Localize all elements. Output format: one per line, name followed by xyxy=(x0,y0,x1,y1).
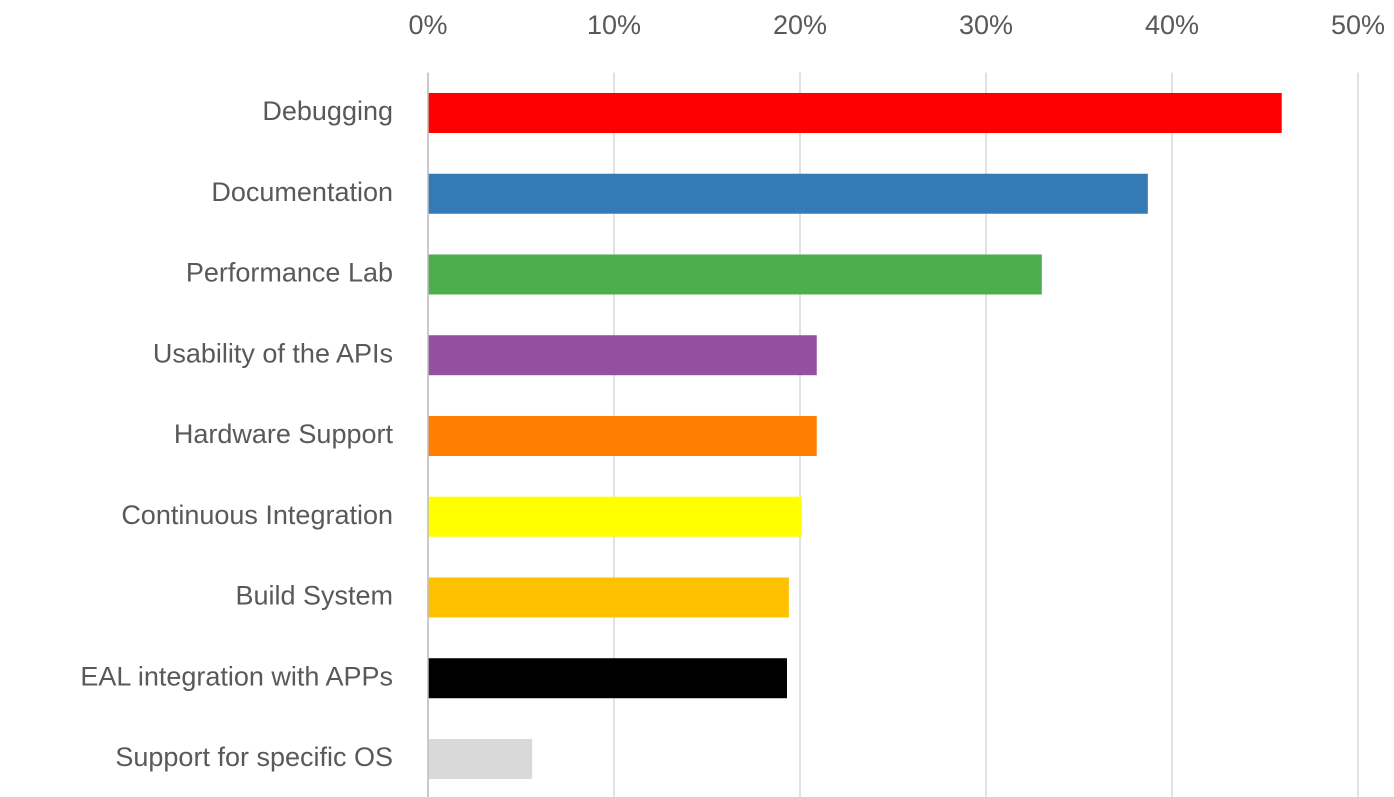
y-tick-label: Usability of the APIs xyxy=(153,338,393,368)
y-tick-label: Continuous Integration xyxy=(121,500,393,530)
y-tick-label: Hardware Support xyxy=(174,419,394,449)
y-tick-label: Support for specific OS xyxy=(115,742,393,772)
x-tick-label: 20% xyxy=(773,10,827,40)
y-tick-label: EAL integration with APPs xyxy=(80,661,393,691)
y-tick-label: Build System xyxy=(235,581,393,611)
bar xyxy=(428,496,802,537)
y-tick-label: Performance Lab xyxy=(186,258,393,288)
bar xyxy=(428,738,533,779)
y-tick-label: Debugging xyxy=(262,96,393,126)
x-tick-label: 30% xyxy=(959,10,1013,40)
x-tick-label: 40% xyxy=(1145,10,1199,40)
x-tick-label: 50% xyxy=(1331,10,1385,40)
bar xyxy=(428,658,787,699)
y-tick-label: Documentation xyxy=(211,177,393,207)
bar xyxy=(428,254,1042,295)
bar xyxy=(428,92,1282,133)
bar xyxy=(428,577,789,618)
x-tick-label: 0% xyxy=(408,10,447,40)
bar xyxy=(428,415,817,456)
bar xyxy=(428,173,1148,214)
bar xyxy=(428,335,817,376)
x-tick-label: 10% xyxy=(587,10,641,40)
